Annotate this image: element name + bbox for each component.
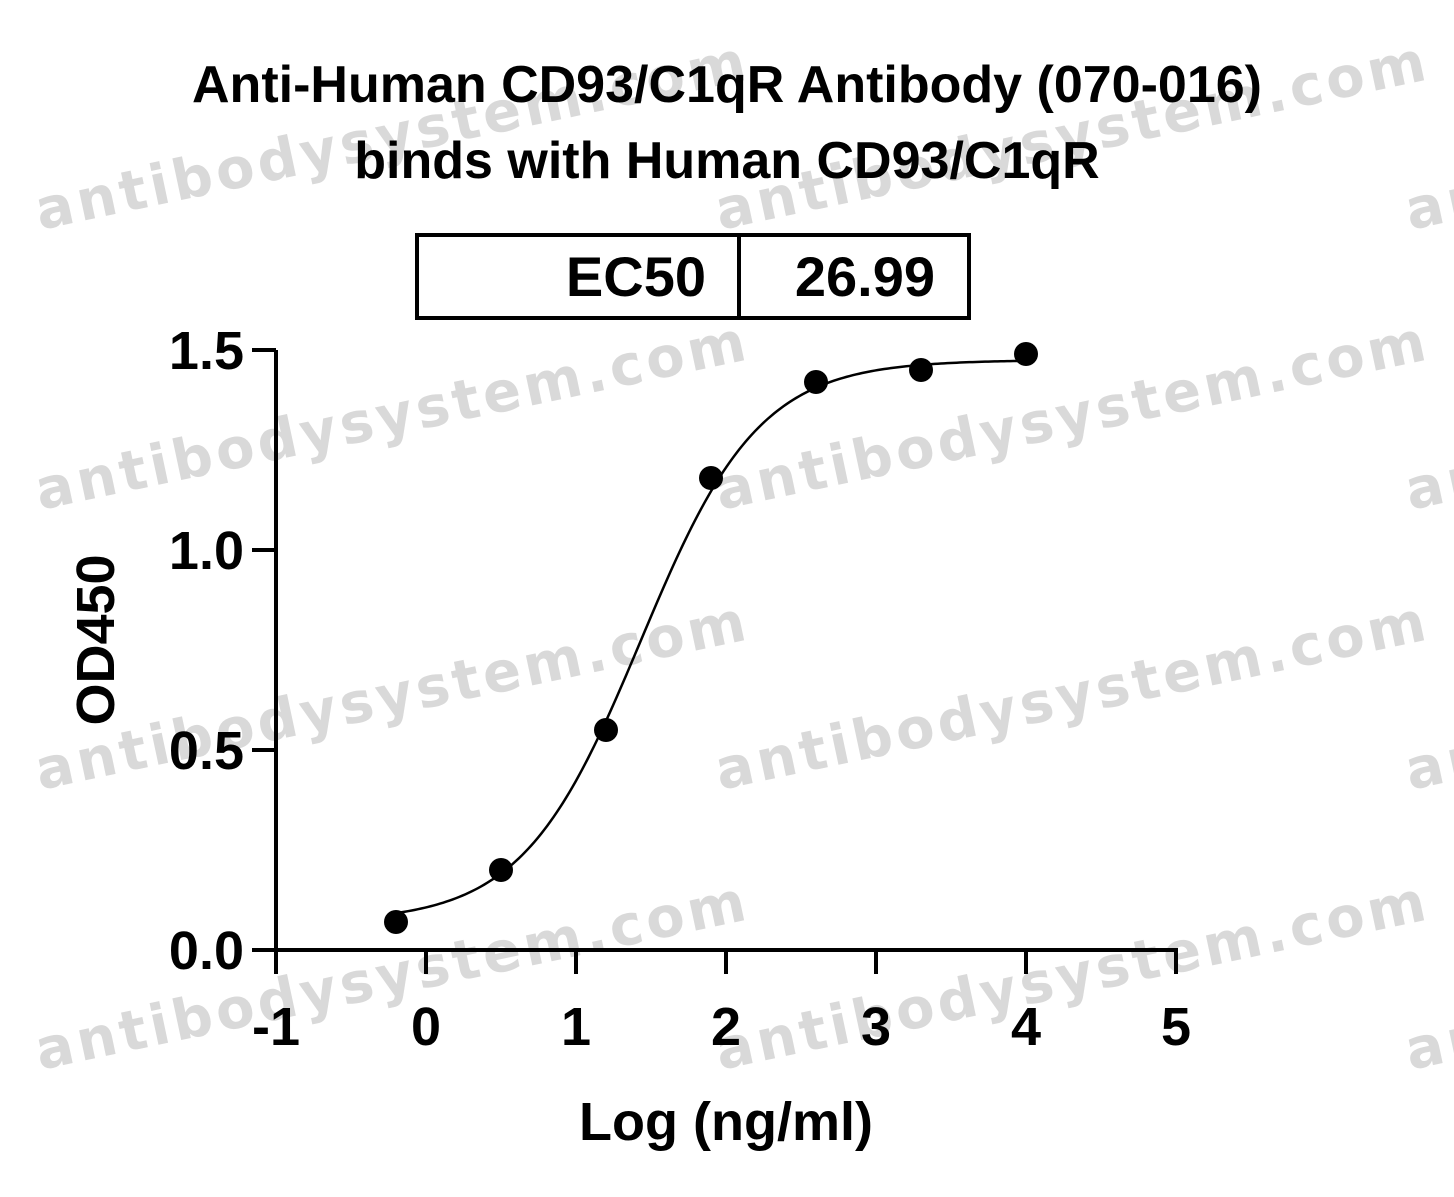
x-tick-label: 4 <box>1011 997 1041 1057</box>
y-axis-title: OD450 <box>66 554 126 725</box>
data-point <box>804 370 828 394</box>
x-tick-label: 3 <box>861 997 891 1057</box>
watermark-text: antibodysystem.com <box>709 869 1435 1084</box>
data-point <box>1014 342 1038 366</box>
watermark-text: antibodysystem.com <box>29 589 755 804</box>
watermark-text: antibodysystem.com <box>29 309 755 524</box>
y-tick-label: 0.0 <box>169 921 244 981</box>
y-tick-label: 0.5 <box>169 721 244 781</box>
data-point <box>489 858 513 882</box>
watermark-text: antibodysystem.com <box>709 589 1435 804</box>
watermark-text: antibodysystem.com <box>709 309 1435 524</box>
ec50-table-border <box>415 233 971 320</box>
y-tick-label: 1.0 <box>169 521 244 581</box>
y-ticks: 0.0 0.5 1.0 1.5 <box>169 321 276 981</box>
data-point <box>699 466 723 490</box>
chart-title-line-2: binds with Human CD93/C1qR <box>354 132 1099 190</box>
x-axis-title: Log (ng/ml) <box>579 1092 873 1152</box>
x-tick-label: 1 <box>561 997 591 1057</box>
x-tick-label: 5 <box>1161 997 1191 1057</box>
x-ticks: -1 0 1 2 3 4 5 <box>252 950 1191 1057</box>
x-tick-label: 0 <box>411 997 441 1057</box>
ec50-table: EC50 26.99 <box>415 233 971 320</box>
x-tick-label: 2 <box>711 997 741 1057</box>
watermark-text: antibodysystem.com <box>29 869 755 1084</box>
data-point <box>594 718 618 742</box>
ec50-value: 26.99 <box>795 245 935 308</box>
data-point <box>384 910 408 934</box>
data-points <box>384 342 1038 934</box>
ec50-label: EC50 <box>566 245 706 308</box>
chart-title-line-1: Anti-Human CD93/C1qR Antibody (070-016) <box>192 56 1262 114</box>
y-tick-label: 1.5 <box>169 321 244 381</box>
x-tick-label: -1 <box>252 997 300 1057</box>
data-point <box>909 358 933 382</box>
